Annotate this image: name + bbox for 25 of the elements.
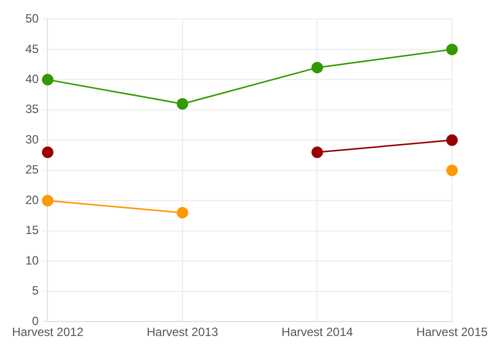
x-tick-label: Harvest 2014 xyxy=(282,325,354,340)
point xyxy=(446,44,458,56)
point xyxy=(42,146,54,158)
y-tick-label: 20 xyxy=(25,192,39,207)
y-tick-label: 30 xyxy=(25,132,39,146)
y-tick-label: 45 xyxy=(25,42,39,56)
point xyxy=(176,98,188,110)
y-tick-label: 15 xyxy=(25,223,39,238)
y-tick-label: 50 xyxy=(25,12,39,26)
y-tick-label: 10 xyxy=(25,253,39,268)
y-tick-label: 0 xyxy=(32,314,39,328)
point xyxy=(311,146,323,158)
x-tick-label: Harvest 2012 xyxy=(12,325,84,340)
y-tick-label: 35 xyxy=(25,102,39,116)
point xyxy=(42,74,54,86)
point xyxy=(311,62,323,74)
point xyxy=(446,164,458,176)
y-tick-label: 40 xyxy=(25,72,39,86)
y-tick-label: 25 xyxy=(25,162,39,177)
point xyxy=(446,134,458,146)
x-tick-label: Harvest 2013 xyxy=(146,325,218,340)
y-tick-label: 5 xyxy=(32,284,39,298)
point xyxy=(42,194,54,206)
point xyxy=(176,206,188,218)
x-tick-label: Harvest 2015 xyxy=(416,325,488,340)
